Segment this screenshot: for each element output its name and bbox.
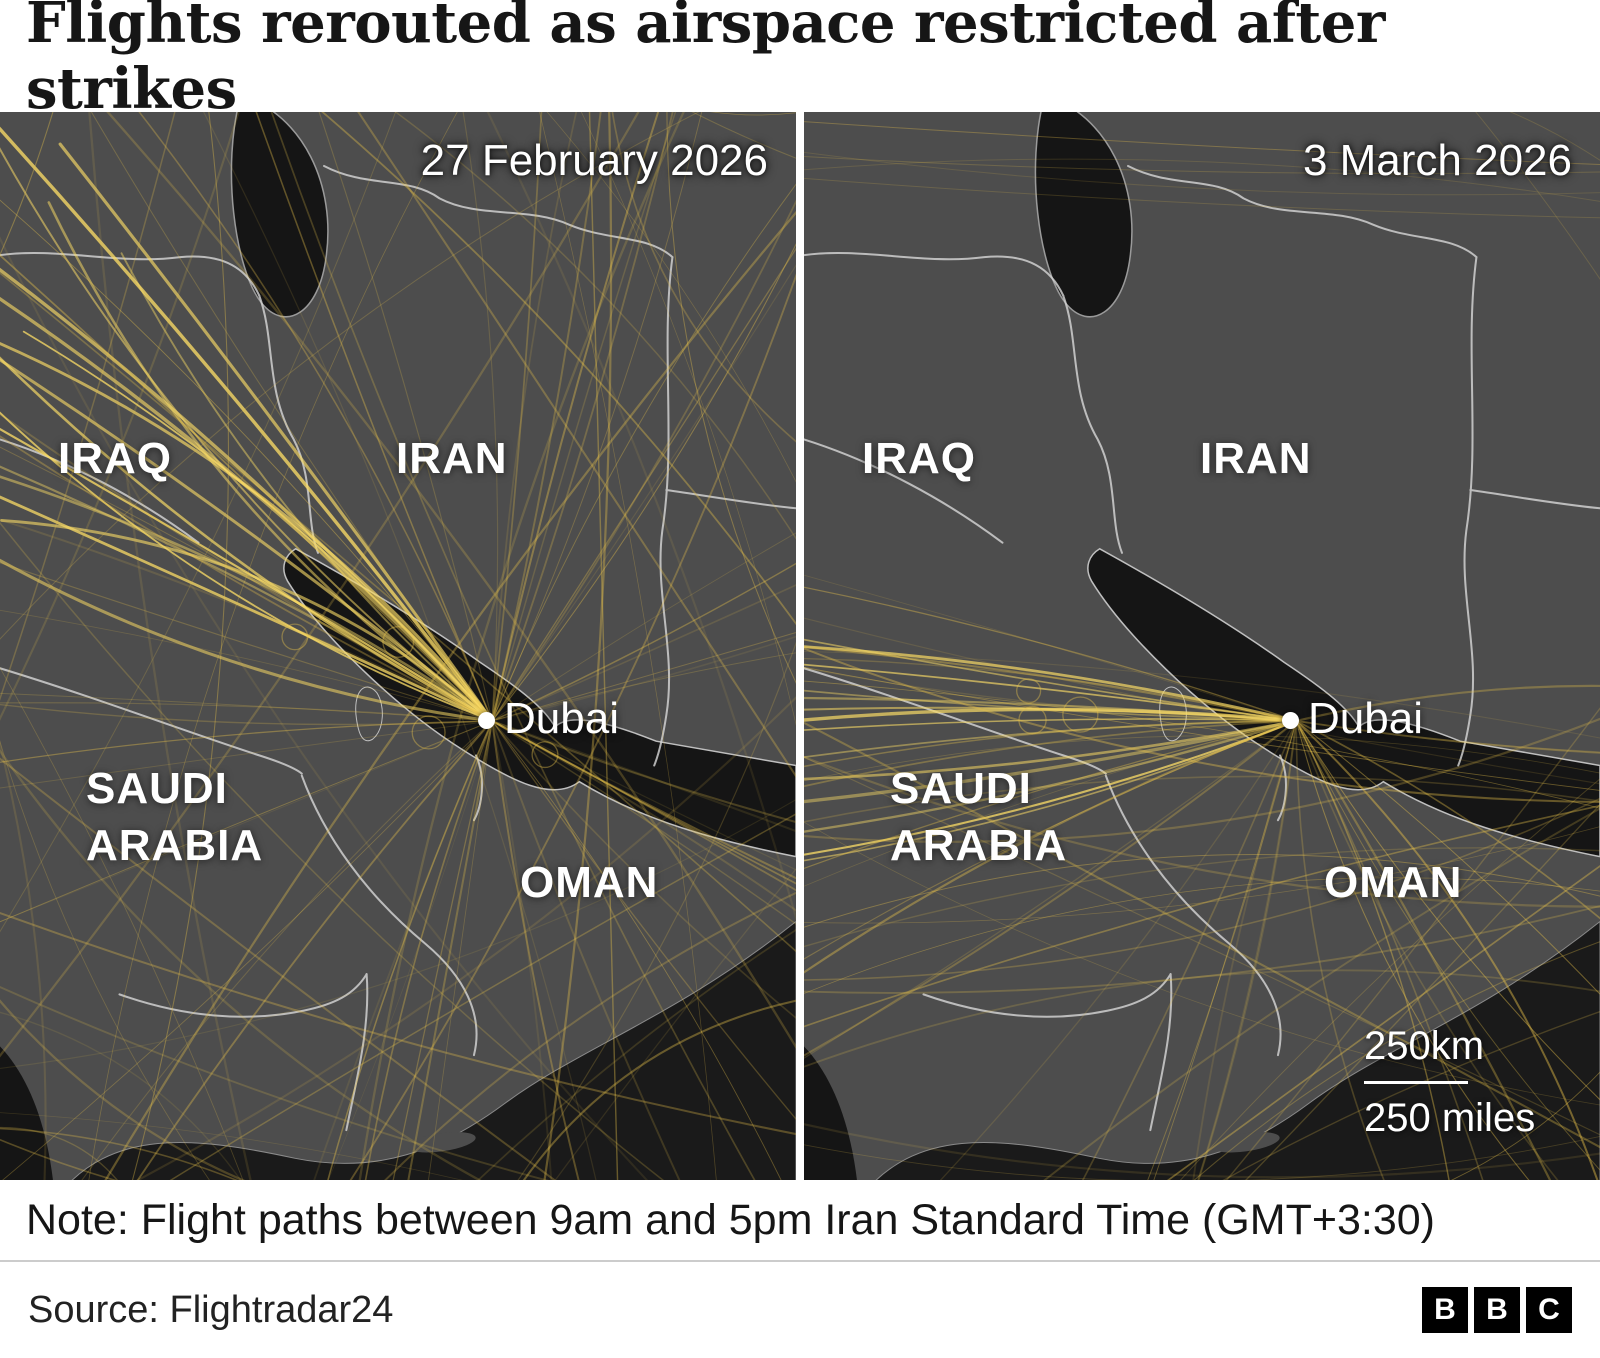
map-panel-before: 27 February 2026 IRAQ IRAN SAUDI ARABIA … [0,112,796,1180]
source-text: Source: Flightradar24 [28,1288,394,1331]
saudi-line1: SAUDI [86,764,228,813]
note-bar: Note: Flight paths between 9am and 5pm I… [0,1180,1600,1260]
country-label-oman: OMAN [1324,858,1463,907]
country-label-iran: IRAN [396,434,508,483]
flight-routes-after [804,112,1600,1180]
scale-bar: 250km 250 miles [1364,1024,1535,1141]
dubai-label: Dubai [1308,694,1423,743]
saudi-line2: ARABIA [890,821,1068,871]
flight-routes-before [0,112,796,1180]
saudi-line1: SAUDI [890,764,1032,813]
source-bar: Source: Flightradar24 B B C [0,1260,1600,1358]
bbc-letter-block: B [1474,1287,1520,1333]
page-title: Flights rerouted as airspace restricted … [26,0,1385,122]
map-comparison: 27 February 2026 IRAQ IRAN SAUDI ARABIA … [0,112,1600,1180]
country-label-saudi-arabia: SAUDI ARABIA [86,760,263,874]
country-label-iraq: IRAQ [862,434,976,483]
bbc-logo: B B C [1422,1287,1572,1333]
note-text: Note: Flight paths between 9am and 5pm I… [26,1195,1435,1244]
title-bar: Flights rerouted as airspace restricted … [0,0,1600,122]
map-before [0,112,796,1180]
scale-rule [1364,1081,1468,1084]
map-panel-after: 3 March 2026 IRAQ IRAN SAUDI ARABIA OMAN… [804,112,1600,1180]
scale-miles: 250 miles [1364,1096,1536,1140]
country-label-oman: OMAN [520,858,659,907]
bbc-letter-block: B [1422,1287,1468,1333]
country-label-iraq: IRAQ [58,434,172,483]
dubai-marker-dot [1282,712,1299,729]
dubai-label: Dubai [504,694,619,743]
date-label-before: 27 February 2026 [420,136,768,185]
scale-km: 250km [1364,1024,1485,1068]
saudi-line2: ARABIA [86,821,264,871]
dubai-marker-dot [478,712,495,729]
bbc-letter-block: C [1526,1287,1572,1333]
country-label-saudi-arabia: SAUDI ARABIA [890,760,1067,874]
date-label-after: 3 March 2026 [1302,136,1572,185]
map-after [804,112,1600,1180]
country-label-iran: IRAN [1200,434,1312,483]
